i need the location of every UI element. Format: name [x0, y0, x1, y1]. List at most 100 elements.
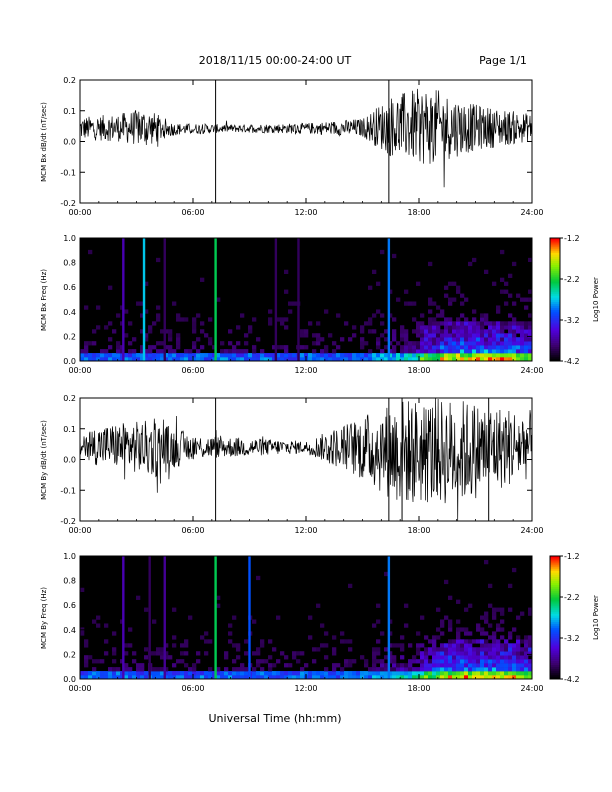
spectrogram-cell [464, 357, 469, 362]
spectrogram-cell [420, 663, 425, 668]
spectrogram-cell [400, 655, 405, 660]
spectrogram-cell [516, 321, 521, 326]
spectrogram-cell [444, 341, 449, 346]
spectrogram-cell [140, 671, 145, 676]
spectrogram-cell [524, 321, 529, 326]
spectrogram-cell [452, 325, 457, 330]
colorbar-swatch [550, 564, 560, 567]
spectrogram-cell [440, 337, 445, 342]
colorbar-swatch [550, 250, 560, 253]
spectrogram-cell [420, 325, 425, 330]
spectrogram-cell [484, 655, 489, 660]
spectrogram-cell [488, 349, 493, 354]
spectrogram-cell [460, 647, 465, 652]
spectrogram-cell [128, 627, 133, 632]
spectrogram-cell [468, 261, 473, 267]
spectrogram-cell [448, 655, 453, 660]
spectrogram-cell [324, 671, 329, 676]
spectrogram-cell [144, 647, 149, 652]
spectrogram-cell [148, 349, 153, 354]
spectrogram-cell [516, 353, 521, 358]
spectrogram-cell [264, 675, 269, 680]
spectrogram-cell [196, 337, 201, 342]
spectrogram-cell [440, 655, 445, 660]
spectrogram-cell [380, 321, 385, 326]
spectrogram-cell [484, 357, 489, 362]
spectrogram-cell [248, 325, 253, 330]
x-tick-label: 18:00 [407, 208, 430, 217]
spectrogram-cell [232, 659, 237, 664]
spectrogram-cell [380, 675, 385, 680]
spectrogram-cell [268, 671, 273, 676]
spectrogram-cell [480, 353, 485, 358]
spectrogram-cell [508, 345, 513, 350]
spectrogram-cell [432, 301, 437, 306]
spectrogram-cell [412, 301, 417, 306]
spectrogram-cell [404, 675, 409, 680]
colorbar-swatch [550, 582, 560, 586]
spectrogram-cell [276, 357, 281, 362]
spectrogram-cell [140, 329, 145, 334]
spectrogram-cell [144, 675, 149, 680]
colorbar-swatch [550, 276, 560, 280]
spectrogram-cell [456, 289, 461, 294]
spectrogram-cell [512, 349, 517, 354]
spectrogram-cell [236, 353, 241, 358]
spectrogram-cell [128, 321, 133, 326]
spectrogram-cell [488, 635, 493, 640]
spectrogram-cell [488, 337, 493, 342]
spectrogram-cell [488, 655, 493, 660]
colorbar-swatch [550, 324, 560, 327]
spectrogram-cell [424, 663, 429, 668]
spectrogram-cell [260, 357, 265, 362]
spectrogram-cell [460, 293, 465, 298]
spectrogram-cell [288, 353, 293, 358]
spectrogram-cell [408, 643, 413, 648]
spectrogram-cell [528, 663, 533, 668]
spectrogram-cell [412, 345, 417, 350]
spectrogram-cell [476, 659, 481, 664]
spectrogram-cell [268, 639, 273, 644]
spectrogram-cell [208, 317, 213, 322]
spectrogram-cell [388, 667, 393, 672]
colorbar-frame [549, 237, 561, 362]
colorbar-swatch [550, 592, 560, 596]
spectrogram-cell [428, 309, 433, 314]
spectrogram-cell [492, 667, 497, 672]
y-tick-label: 0.0 [63, 456, 76, 465]
spectrogram-cell [524, 647, 529, 652]
spectrogram-cell [404, 603, 409, 608]
colorbar-swatch [550, 350, 560, 354]
spectrogram-cell [344, 321, 349, 326]
spectrogram-cell [232, 675, 237, 680]
spectrogram-cell [224, 667, 229, 672]
spectrogram-cell [208, 341, 213, 346]
spectrogram-cell [212, 671, 217, 676]
spectrogram-cell [268, 357, 273, 362]
spectrogram-cell [328, 675, 333, 680]
spectrogram-cell [460, 349, 465, 354]
spectrogram-cell [520, 325, 525, 330]
spectrogram-cell [300, 357, 305, 362]
spectrogram-cell [412, 349, 417, 354]
spectrogram-cell [180, 643, 185, 648]
spectrogram-cell [320, 357, 325, 362]
spectrogram-cell [320, 675, 325, 680]
spectrogram-cell [376, 309, 381, 314]
spectrogram-cell [404, 353, 409, 358]
spectrogram-cell [364, 659, 369, 664]
spectrogram-cell [240, 675, 245, 680]
spectrogram-cell [392, 357, 397, 362]
spectrogram-cell [276, 659, 281, 664]
spectrogram-cell [456, 329, 461, 334]
spectrogram-cell [244, 357, 249, 362]
colorbar-swatch [550, 588, 560, 592]
spectrogram-cell [472, 663, 477, 668]
spectrogram-band [122, 556, 125, 679]
spectrogram-cell [524, 349, 529, 354]
spectrogram-cell [156, 647, 161, 652]
spectrogram-cell [240, 349, 245, 354]
spectrogram-cell [316, 603, 321, 608]
colorbar-swatch [550, 558, 560, 561]
colorbar-swatch [550, 270, 560, 274]
